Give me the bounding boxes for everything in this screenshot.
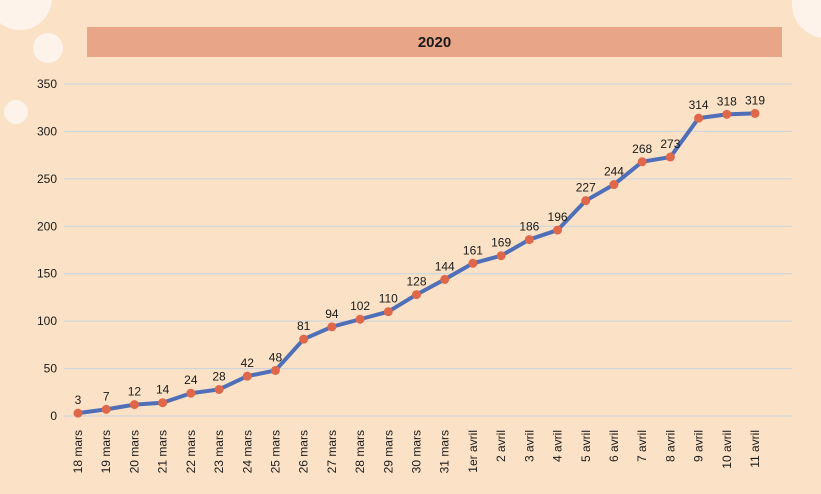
data-label: 128 bbox=[406, 275, 426, 289]
data-point bbox=[524, 235, 534, 245]
data-label: 7 bbox=[103, 389, 110, 403]
data-point bbox=[581, 196, 591, 206]
x-tick-label: 3 avril bbox=[522, 430, 536, 462]
data-label: 244 bbox=[604, 165, 624, 179]
x-tick-label: 26 mars bbox=[297, 430, 311, 473]
x-tick-label: 30 mars bbox=[410, 430, 424, 473]
data-label: 12 bbox=[128, 385, 142, 399]
y-tick-label: 0 bbox=[50, 409, 57, 423]
x-tick-label: 6 avril bbox=[607, 430, 621, 462]
data-point bbox=[694, 113, 704, 123]
x-tick-label: 22 mars bbox=[184, 430, 198, 473]
data-point bbox=[158, 398, 168, 408]
y-tick-label: 350 bbox=[37, 77, 57, 91]
data-label: 48 bbox=[269, 350, 283, 364]
data-point bbox=[637, 157, 647, 167]
x-tick-label: 21 mars bbox=[156, 430, 170, 473]
data-point bbox=[750, 108, 760, 118]
data-point bbox=[665, 152, 675, 162]
data-point bbox=[355, 314, 365, 324]
data-point bbox=[553, 225, 563, 235]
data-label: 227 bbox=[576, 181, 596, 195]
data-label: 28 bbox=[212, 369, 226, 383]
x-tick-label: 10 avril bbox=[720, 430, 734, 469]
data-label: 14 bbox=[156, 383, 170, 397]
data-point bbox=[412, 290, 421, 300]
data-label: 102 bbox=[350, 299, 370, 313]
x-tick-label: 5 avril bbox=[579, 430, 593, 462]
data-label: 24 bbox=[184, 373, 198, 387]
data-label: 169 bbox=[491, 236, 511, 250]
x-tick-label: 2 avril bbox=[494, 430, 508, 462]
x-tick-label: 23 mars bbox=[212, 430, 226, 473]
x-tick-label: 31 mars bbox=[438, 430, 452, 473]
data-point bbox=[270, 365, 280, 375]
x-tick-label: 20 mars bbox=[127, 430, 141, 473]
x-tick-label: 29 mars bbox=[381, 430, 395, 473]
data-label: 268 bbox=[632, 142, 652, 156]
data-label: 318 bbox=[717, 94, 737, 108]
data-point bbox=[383, 307, 393, 317]
data-point bbox=[722, 109, 732, 119]
x-tick-label: 25 mars bbox=[268, 430, 282, 473]
data-label: 81 bbox=[297, 319, 311, 333]
x-tick-label: 1er avril bbox=[466, 430, 480, 473]
y-tick-label: 150 bbox=[37, 267, 57, 281]
x-tick-label: 11 avril bbox=[748, 430, 762, 468]
data-point bbox=[101, 404, 111, 414]
decor-circle bbox=[792, 0, 821, 38]
x-tick-label: 4 avril bbox=[551, 430, 565, 462]
data-point bbox=[468, 258, 478, 268]
x-tick-label: 28 mars bbox=[353, 430, 367, 473]
y-tick-label: 100 bbox=[37, 314, 57, 328]
x-tick-label: 8 avril bbox=[663, 430, 677, 462]
y-tick-label: 250 bbox=[37, 172, 57, 186]
data-label: 94 bbox=[325, 307, 339, 321]
x-tick-label: 9 avril bbox=[692, 430, 706, 462]
decor-circle bbox=[33, 33, 63, 63]
data-point bbox=[496, 251, 506, 261]
data-label: 319 bbox=[745, 93, 765, 107]
data-point bbox=[609, 180, 619, 190]
data-point bbox=[129, 400, 139, 410]
data-point bbox=[214, 384, 224, 394]
x-tick-label: 27 mars bbox=[325, 430, 339, 473]
data-label: 42 bbox=[241, 356, 255, 370]
data-point bbox=[73, 408, 83, 418]
data-point bbox=[299, 334, 309, 344]
chart-title: 2020 bbox=[417, 33, 452, 51]
x-tick-label: 18 mars bbox=[71, 430, 85, 473]
decor-circle bbox=[4, 100, 28, 124]
data-label: 110 bbox=[379, 292, 398, 306]
decor-circle bbox=[0, 0, 52, 30]
data-point bbox=[327, 322, 337, 332]
data-point bbox=[186, 388, 196, 398]
data-label: 196 bbox=[548, 210, 568, 224]
data-point bbox=[242, 371, 252, 381]
data-label: 273 bbox=[660, 137, 680, 151]
data-label: 314 bbox=[689, 98, 709, 112]
data-label: 161 bbox=[463, 243, 483, 257]
data-label: 144 bbox=[435, 259, 455, 273]
y-tick-label: 50 bbox=[44, 362, 58, 376]
title-band: 2020 bbox=[87, 27, 782, 57]
y-tick-label: 300 bbox=[37, 124, 57, 138]
x-tick-label: 7 avril bbox=[635, 430, 649, 462]
y-tick-label: 200 bbox=[37, 219, 57, 233]
data-label: 186 bbox=[519, 220, 539, 234]
x-tick-label: 24 mars bbox=[240, 430, 254, 473]
data-point bbox=[440, 274, 450, 284]
data-label: 3 bbox=[75, 393, 82, 407]
x-tick-label: 19 mars bbox=[99, 430, 113, 473]
